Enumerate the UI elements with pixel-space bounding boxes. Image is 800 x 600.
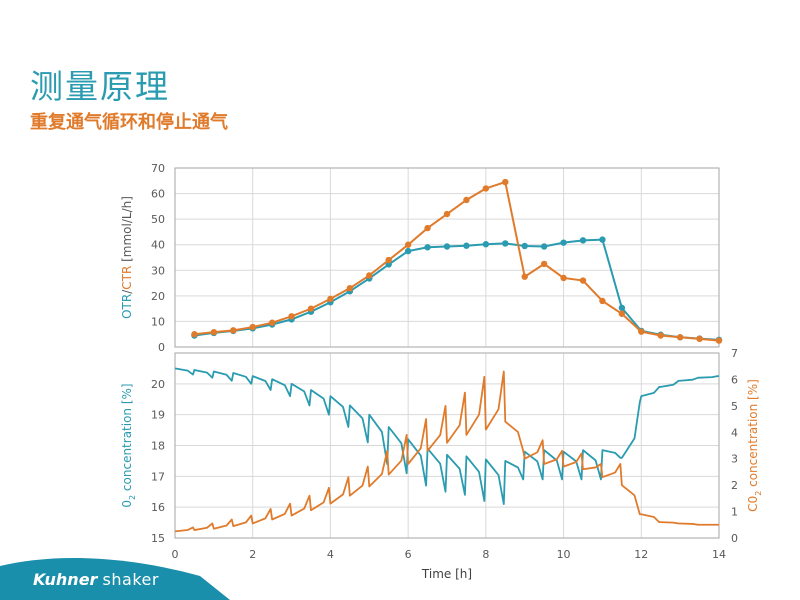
top-ytick-label: 10 bbox=[151, 315, 165, 328]
point-ctr bbox=[599, 297, 606, 305]
point-otr bbox=[540, 243, 548, 250]
series-line-co2 bbox=[174, 370, 719, 533]
point-ctr bbox=[482, 185, 490, 192]
bottom-ytick-left-label: 16 bbox=[151, 501, 165, 514]
point-ctr bbox=[715, 337, 723, 344]
point-ctr bbox=[521, 273, 528, 280]
bottom-ylabel-left: 02 concentration [%] bbox=[120, 383, 137, 507]
point-ctr bbox=[230, 327, 237, 334]
point-ctr bbox=[696, 335, 703, 343]
bottom-ytick-right-label: 4 bbox=[731, 426, 738, 439]
logo-band bbox=[0, 557, 230, 600]
point-ctr bbox=[502, 178, 509, 186]
bottom-ylabel-right: C02 concentration [%] bbox=[746, 379, 763, 512]
point-ctr bbox=[191, 331, 198, 338]
point-ctr bbox=[676, 334, 684, 341]
point-otr bbox=[424, 244, 431, 251]
point-ctr bbox=[540, 260, 548, 268]
point-ctr bbox=[463, 196, 470, 204]
point-otr bbox=[521, 242, 528, 250]
point-ctr bbox=[288, 313, 295, 320]
point-ctr bbox=[638, 328, 645, 335]
bottom-ytick-right-label: 7 bbox=[731, 347, 738, 360]
point-otr bbox=[599, 236, 606, 243]
series-line-ctr bbox=[194, 180, 720, 342]
point-otr bbox=[560, 239, 567, 246]
bottom-ytick-right-label: 6 bbox=[731, 373, 738, 386]
point-ctr bbox=[327, 295, 334, 303]
top-plot-frame bbox=[174, 167, 720, 348]
top-ytick-label: 70 bbox=[151, 162, 165, 175]
point-ctr bbox=[268, 319, 276, 326]
xtick-label: 4 bbox=[327, 548, 334, 561]
point-otr bbox=[404, 247, 412, 255]
top-ytick-label: 50 bbox=[151, 213, 165, 226]
slide-title: 测量原理 bbox=[30, 67, 170, 106]
logo-brand: Kuhner bbox=[33, 570, 98, 589]
top-ytick-label: 40 bbox=[151, 239, 165, 252]
bottom-ytick-left-label: 17 bbox=[151, 470, 165, 483]
top-ytick-label: 60 bbox=[151, 188, 165, 201]
point-otr bbox=[579, 237, 587, 244]
point-ctr bbox=[210, 328, 218, 336]
bottom-ytick-left-label: 20 bbox=[151, 378, 165, 391]
logo-product: shaker bbox=[102, 570, 159, 589]
xtick-label: 2 bbox=[249, 548, 256, 561]
xtick-label: 6 bbox=[405, 548, 412, 561]
xtick-label: 12 bbox=[634, 548, 648, 561]
bottom-ytick-left-label: 18 bbox=[151, 440, 165, 453]
point-ctr bbox=[307, 305, 315, 312]
point-ctr bbox=[443, 210, 451, 218]
top-ytick-label: 30 bbox=[151, 264, 165, 277]
bottom-ytick-right-label: 5 bbox=[731, 400, 738, 413]
xtick-label: 10 bbox=[557, 548, 571, 561]
top-ytick-label: 0 bbox=[158, 341, 165, 354]
point-ctr bbox=[657, 332, 664, 339]
point-ctr bbox=[618, 310, 626, 317]
bottom-ytick-right-label: 1 bbox=[731, 506, 738, 519]
point-ctr bbox=[404, 241, 412, 248]
point-otr bbox=[618, 304, 626, 312]
series-line-o2 bbox=[174, 367, 719, 505]
point-otr bbox=[443, 243, 451, 250]
bottom-ytick-right-label: 3 bbox=[731, 453, 738, 466]
xtick-label: 8 bbox=[482, 548, 489, 561]
xtick-label: 14 bbox=[712, 548, 726, 561]
xtick-label: 0 bbox=[172, 548, 179, 561]
bottom-ytick-right-label: 0 bbox=[731, 532, 738, 545]
xlabel: Time [h] bbox=[421, 567, 472, 581]
point-ctr bbox=[424, 224, 431, 232]
brand-logo: Kuhner shaker bbox=[33, 570, 159, 589]
slide-subtitle: 重复通气循环和停止通气 bbox=[30, 112, 228, 133]
bottom-ytick-left-label: 15 bbox=[151, 532, 165, 545]
point-ctr bbox=[366, 272, 373, 279]
series-line-otr bbox=[194, 238, 720, 341]
point-otr bbox=[482, 241, 490, 248]
bottom-ytick-left-label: 19 bbox=[151, 409, 165, 422]
bottom-ytick-right-label: 2 bbox=[731, 479, 738, 492]
bottom-plot-frame bbox=[174, 352, 720, 539]
point-ctr bbox=[249, 323, 256, 331]
point-otr bbox=[502, 240, 509, 247]
point-ctr bbox=[579, 277, 587, 284]
top-ytick-label: 20 bbox=[151, 290, 165, 303]
point-ctr bbox=[346, 284, 354, 292]
top-ylabel: OTR/CTR [mmol/L/h] bbox=[120, 196, 134, 319]
point-ctr bbox=[560, 274, 567, 282]
point-otr bbox=[463, 242, 470, 249]
point-ctr bbox=[385, 256, 392, 264]
